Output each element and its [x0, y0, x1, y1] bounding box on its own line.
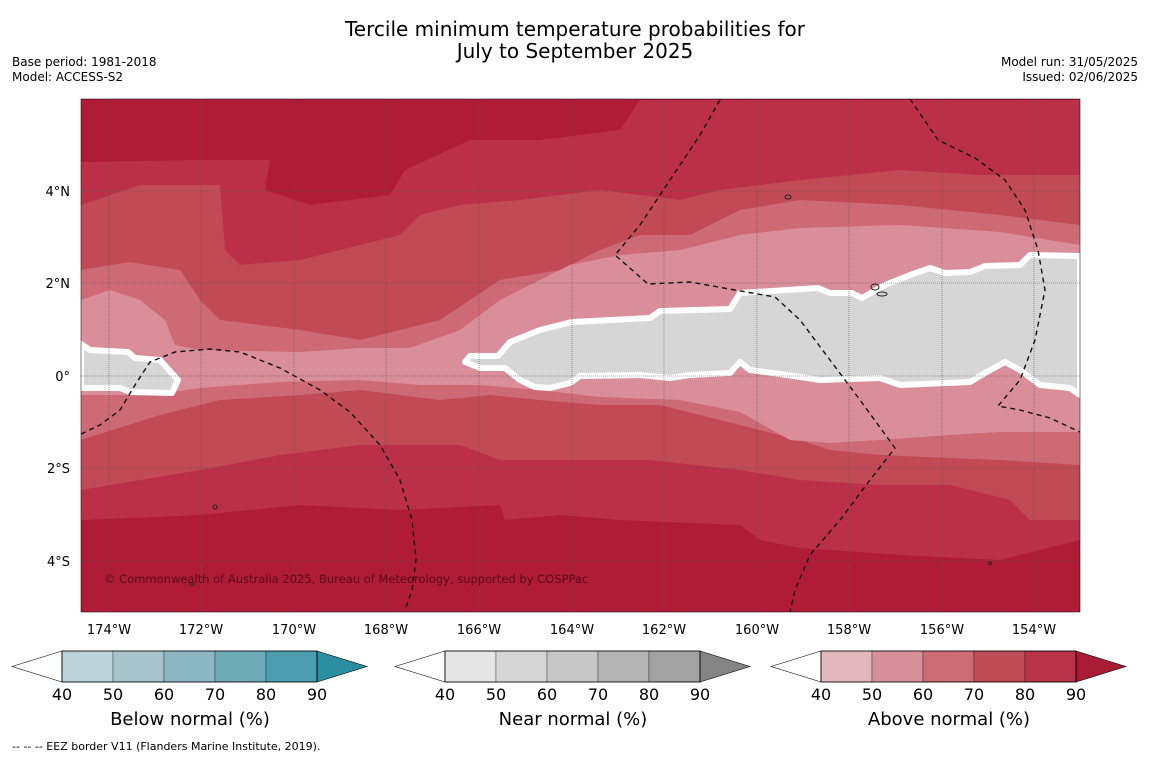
island-marker — [870, 283, 880, 291]
colorbar-extend-high — [316, 650, 369, 683]
lon-label: 162°W — [642, 623, 686, 638]
map-frame — [80, 98, 1081, 613]
lat-label: 4°S — [47, 555, 70, 570]
model-run-label: Model run: 31/05/2025 — [1000, 55, 1138, 69]
lon-label: 154°W — [1012, 623, 1056, 638]
lat-label: 2°N — [46, 277, 71, 292]
title-line-2: July to September 2025 — [456, 39, 694, 63]
map-title: Tercile minimum temperature probabilitie… — [0, 18, 1150, 62]
meta-right: Model run: 31/05/2025 Issued: 02/06/2025 — [1001, 55, 1138, 85]
colorbar-segment — [973, 650, 1026, 683]
longitude-labels: 174°W 172°W 170°W 168°W 166°W 164°W 162°… — [87, 623, 1056, 638]
eez-footnote: -- -- -- EEZ border V11 (Flanders Marine… — [12, 740, 321, 753]
graticule — [81, 99, 1080, 612]
colorbar-tick-label: 90 — [1066, 685, 1086, 704]
below-normal-colorbar-title: Below normal (%) — [110, 709, 270, 730]
island-marker — [988, 561, 992, 565]
colorbar-tick-label: 50 — [103, 685, 123, 704]
colorbar-outline — [444, 650, 701, 683]
title-line-1: Tercile minimum temperature probabilitie… — [344, 17, 806, 41]
colorbar-tick-label: 70 — [205, 685, 225, 704]
base-period-label: Base period: 1981-2018 — [12, 55, 157, 69]
lon-label: 156°W — [920, 623, 964, 638]
island-marker — [784, 194, 792, 200]
island-marker — [189, 582, 195, 586]
colorbar-segment — [546, 650, 599, 683]
colorbar-segment — [265, 650, 318, 683]
colorbar-segment — [61, 650, 114, 683]
colorbar-segment — [112, 650, 165, 683]
colorbar: 40 50 60 70 80 90 — [10, 650, 369, 704]
lon-label: 158°W — [827, 623, 871, 638]
island-marker — [876, 291, 888, 297]
near-normal-west — [81, 341, 181, 396]
colorbar-outline — [61, 650, 318, 683]
meta-left: Base period: 1981-2018 Model: ACCESS-S2 — [12, 55, 157, 85]
island-marker — [212, 504, 218, 510]
lon-label: 174°W — [87, 623, 131, 638]
colorbar-segment — [922, 650, 975, 683]
issued-label: Issued: 02/06/2025 — [1022, 70, 1138, 84]
colorbar: 40 50 60 70 80 90 — [393, 650, 752, 704]
colorbar-tick-label: 80 — [256, 685, 276, 704]
lon-label: 168°W — [364, 623, 408, 638]
lon-label: 164°W — [550, 623, 594, 638]
colorbar-tick-label: 90 — [690, 685, 710, 704]
colorbar-segment — [820, 650, 873, 683]
colorbar-segment — [871, 650, 924, 683]
copyright-text: © Commonwealth of Australia 2025, Bureau… — [104, 572, 588, 586]
colorbar-tick-label: 40 — [52, 685, 72, 704]
colorbar-tick-label: 40 — [435, 685, 455, 704]
colorbar-segment — [163, 650, 216, 683]
colorbar-tick-label: 60 — [154, 685, 174, 704]
colorbar-tick-label: 60 — [537, 685, 557, 704]
colorbar-segment — [1024, 650, 1077, 683]
above-normal-colorbar-title: Above normal (%) — [867, 709, 1031, 730]
colorbar-extend-high — [699, 650, 752, 683]
colorbar-tick-label: 70 — [588, 685, 608, 704]
colorbar-tick-label: 80 — [1015, 685, 1035, 704]
lat-label: 4°N — [46, 185, 71, 200]
colorbar-outline — [820, 650, 1077, 683]
colorbar-tick-label: 90 — [307, 685, 327, 704]
colorbars: 40 50 60 70 80 90 40 50 60 70 80 90 40 50 60 70 80 90 — [10, 650, 1128, 704]
colorbar-extend-high — [1075, 650, 1128, 683]
lon-label: 166°W — [457, 623, 501, 638]
colorbar-extend-low — [10, 650, 63, 683]
model-label: Model: ACCESS-S2 — [12, 70, 124, 84]
colorbar-tick-label: 50 — [862, 685, 882, 704]
lon-label: 160°W — [735, 623, 779, 638]
colorbar-segment — [444, 650, 497, 683]
colorbar-segment — [495, 650, 548, 683]
lat-label: 0° — [55, 370, 70, 385]
map-field: © Commonwealth of Australia 2025, Bureau… — [81, 99, 1080, 612]
lat-label: 2°S — [47, 462, 70, 477]
colorbar-segment — [597, 650, 650, 683]
lon-label: 172°W — [179, 623, 223, 638]
latitude-labels: 4°N 2°N 0° 2°S 4°S — [46, 185, 71, 570]
colorbar-extend-low — [393, 650, 446, 683]
near-normal-colorbar-title: Near normal (%) — [498, 709, 648, 730]
colorbar-tick-label: 40 — [811, 685, 831, 704]
colorbar-segment — [214, 650, 267, 683]
eez-border — [81, 99, 1080, 612]
colorbar-tick-label: 70 — [964, 685, 984, 704]
colorbar: 40 50 60 70 80 90 — [769, 650, 1128, 704]
colorbar-tick-label: 60 — [913, 685, 933, 704]
lon-label: 170°W — [272, 623, 316, 638]
colorbar-tick-label: 50 — [486, 685, 506, 704]
colorbar-segment — [648, 650, 701, 683]
colorbar-tick-label: 80 — [639, 685, 659, 704]
colorbar-extend-low — [769, 650, 822, 683]
near-normal-east — [462, 252, 1080, 398]
